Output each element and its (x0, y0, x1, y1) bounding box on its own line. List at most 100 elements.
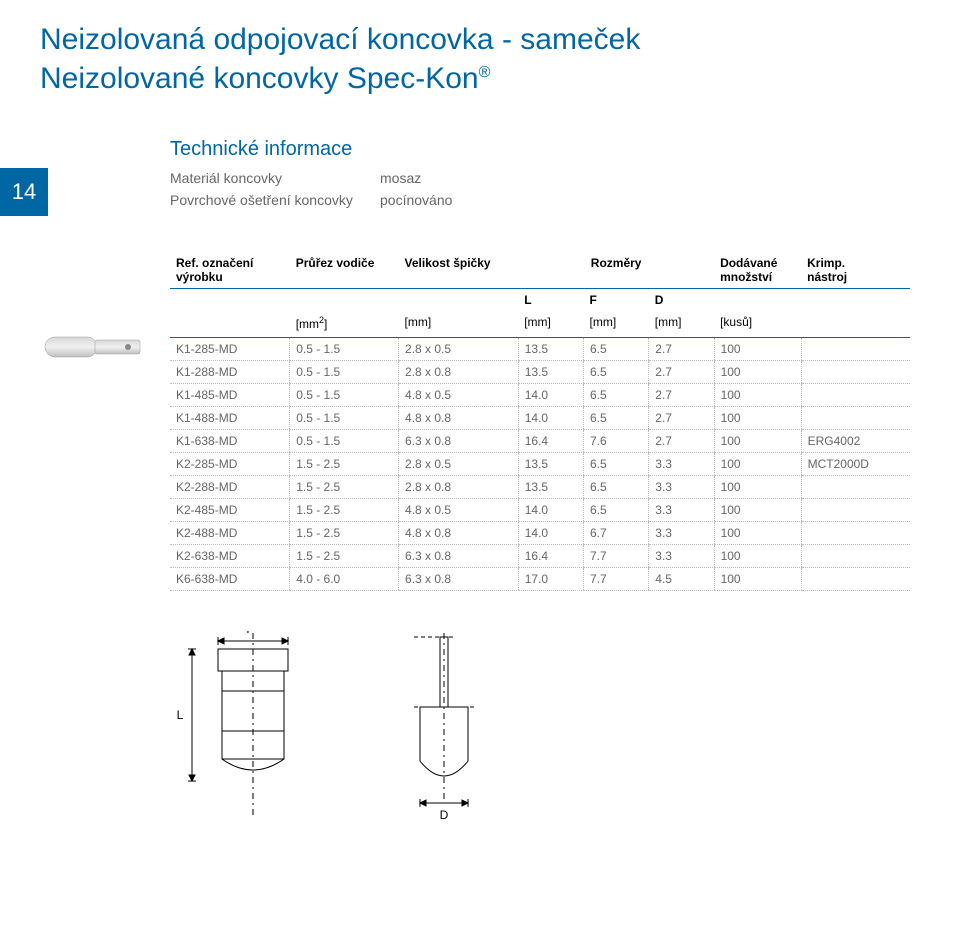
table-row: K2-285-MD1.5 - 2.52.8 x 0.513.56.53.3100… (170, 452, 910, 475)
cell-cond: 0.5 - 1.5 (290, 406, 399, 429)
cell-crimp (801, 337, 910, 360)
table-row: K2-288-MD1.5 - 2.52.8 x 0.813.56.53.3100 (170, 475, 910, 498)
unit-conductor-close: ] (324, 317, 327, 331)
cell-tip: 6.3 x 0.8 (399, 429, 519, 452)
cell-crimp (801, 360, 910, 383)
cell-cond: 1.5 - 2.5 (290, 498, 399, 521)
cell-ref: K1-285-MD (170, 337, 290, 360)
cell-ref: K1-638-MD (170, 429, 290, 452)
diagram-label-L: L (177, 708, 184, 722)
unit-conductor-open: [mm (296, 317, 319, 331)
cell-crimp: ERG4002 (801, 429, 910, 452)
cell-ref: K2-288-MD (170, 475, 290, 498)
cell-tip: 2.8 x 0.8 (399, 475, 519, 498)
unit-tip: [mm] (399, 311, 519, 338)
diagram-block: F L D (170, 631, 920, 821)
cell-crimp (801, 406, 910, 429)
tech-info-heading: Technické informace (170, 138, 920, 161)
cell-ref: K1-485-MD (170, 383, 290, 406)
cell-tip: 6.3 x 0.8 (399, 567, 519, 590)
cell-qty: 100 (714, 337, 801, 360)
th-crimp-text2: nástroj (807, 270, 847, 284)
table-row: K1-638-MD0.5 - 1.56.3 x 0.816.47.62.7100… (170, 429, 910, 452)
cell-crimp (801, 383, 910, 406)
th-ref-text2: výrobku (176, 270, 223, 284)
cell-F: 7.7 (584, 544, 649, 567)
cell-L: 14.0 (518, 521, 583, 544)
th-dims: Rozměry (518, 252, 714, 289)
th-qty: Dodávané množství (714, 252, 801, 289)
cell-cond: 4.0 - 6.0 (290, 567, 399, 590)
title-line-2-text: Neizolované koncovky Spec-Kon (40, 62, 479, 95)
table-body: K1-285-MD0.5 - 1.52.8 x 0.513.56.52.7100… (170, 337, 910, 590)
unit-D: [mm] (649, 311, 714, 338)
tech-value: mosaz (380, 167, 421, 189)
cell-tip: 4.8 x 0.5 (399, 498, 519, 521)
cell-ref: K1-488-MD (170, 406, 290, 429)
cell-cond: 1.5 - 2.5 (290, 475, 399, 498)
cell-D: 3.3 (649, 544, 714, 567)
cell-L: 13.5 (518, 337, 583, 360)
cell-ref: K1-288-MD (170, 360, 290, 383)
cell-crimp (801, 521, 910, 544)
cell-qty: 100 (714, 475, 801, 498)
cell-ref: K2-488-MD (170, 521, 290, 544)
cell-F: 6.5 (584, 452, 649, 475)
cell-tip: 2.8 x 0.5 (399, 452, 519, 475)
spec-table-wrap: Ref. označení výrobku Průřez vodiče Veli… (170, 252, 920, 591)
cell-cond: 0.5 - 1.5 (290, 383, 399, 406)
cell-ref: K6-638-MD (170, 567, 290, 590)
tech-info-row: Materiál koncovky mosaz (170, 167, 920, 189)
cell-D: 3.3 (649, 521, 714, 544)
table-row: K1-488-MD0.5 - 1.54.8 x 0.814.06.52.7100 (170, 406, 910, 429)
table-row: K1-288-MD0.5 - 1.52.8 x 0.813.56.52.7100 (170, 360, 910, 383)
cell-cond: 0.5 - 1.5 (290, 337, 399, 360)
cell-F: 6.7 (584, 521, 649, 544)
cell-crimp: MCT2000D (801, 452, 910, 475)
tech-value: pocínováno (380, 189, 452, 211)
cell-qty: 100 (714, 429, 801, 452)
cell-ref: K2-485-MD (170, 498, 290, 521)
cell-crimp (801, 475, 910, 498)
th-tip: Velikost špičky (399, 252, 519, 289)
th-D: D (649, 288, 714, 311)
table-header-row-1: Ref. označení výrobku Průřez vodiče Veli… (170, 252, 910, 289)
table-row: K1-485-MD0.5 - 1.54.8 x 0.514.06.52.7100 (170, 383, 910, 406)
cell-crimp (801, 567, 910, 590)
tech-info-row: Povrchové ošetření koncovky pocínováno (170, 189, 920, 211)
table-row: K2-488-MD1.5 - 2.54.8 x 0.814.06.73.3100 (170, 521, 910, 544)
spec-table: Ref. označení výrobku Průřez vodiče Veli… (170, 252, 910, 591)
cell-cond: 0.5 - 1.5 (290, 429, 399, 452)
cell-L: 14.0 (518, 406, 583, 429)
cell-cond: 1.5 - 2.5 (290, 521, 399, 544)
table-row: K2-638-MD1.5 - 2.56.3 x 0.816.47.73.3100 (170, 544, 910, 567)
cell-tip: 4.8 x 0.8 (399, 406, 519, 429)
title-block: Neizolovaná odpojovací koncovka - sameče… (40, 20, 920, 98)
page-number: 14 (0, 168, 48, 216)
cell-L: 13.5 (518, 452, 583, 475)
cell-ref: K2-285-MD (170, 452, 290, 475)
diagram-end-view: D (390, 631, 510, 821)
cell-tip: 6.3 x 0.8 (399, 544, 519, 567)
product-image (40, 310, 150, 380)
cell-qty: 100 (714, 521, 801, 544)
diagram-label-D: D (440, 808, 449, 821)
th-F: F (584, 288, 649, 311)
cell-qty: 100 (714, 498, 801, 521)
cell-qty: 100 (714, 406, 801, 429)
th-L: L (518, 288, 583, 311)
cell-F: 6.5 (584, 383, 649, 406)
cell-D: 2.7 (649, 406, 714, 429)
cell-L: 13.5 (518, 475, 583, 498)
cell-D: 2.7 (649, 429, 714, 452)
cell-qty: 100 (714, 567, 801, 590)
cell-F: 6.5 (584, 475, 649, 498)
tech-label: Povrchové ošetření koncovky (170, 189, 380, 211)
cell-tip: 4.8 x 0.8 (399, 521, 519, 544)
table-units-row: [mm2] [mm] [mm] [mm] [mm] [kusů] (170, 311, 910, 338)
cell-D: 4.5 (649, 567, 714, 590)
cell-F: 6.5 (584, 406, 649, 429)
cell-qty: 100 (714, 452, 801, 475)
cell-F: 6.5 (584, 498, 649, 521)
cell-crimp (801, 498, 910, 521)
